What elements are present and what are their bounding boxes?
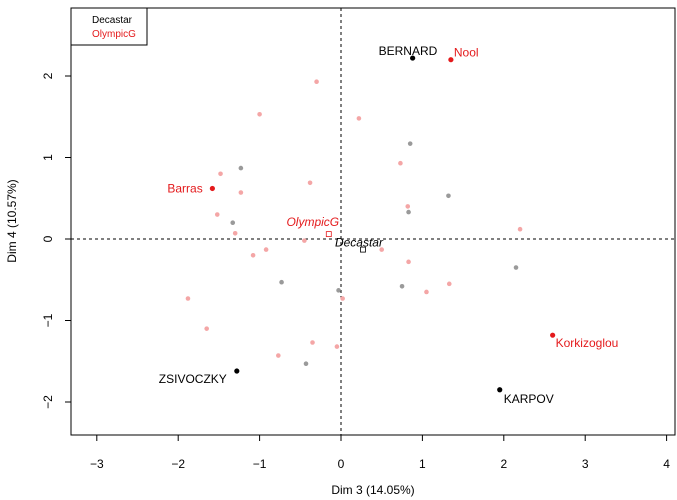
olympicg-supplementary-point — [340, 296, 345, 301]
olympicg-supplementary-point — [276, 353, 281, 358]
points-layer — [185, 55, 556, 393]
olympicg-supplementary-point — [424, 289, 429, 295]
olympicg-supplementary-point — [185, 296, 191, 301]
y-tick-label: −2 — [41, 395, 55, 409]
decastar-supplementary-point — [279, 279, 284, 285]
legend-entry-decastar: Decastar — [92, 15, 133, 26]
group-center-label: OlympicG — [286, 215, 339, 229]
point-label: KARPOV — [504, 392, 554, 406]
y-tick-label: 2 — [41, 72, 55, 79]
olympicg-supplementary-point — [446, 281, 452, 287]
decastar-supplementary-point — [406, 209, 411, 215]
olympicg-supplementary-point — [356, 116, 362, 121]
point-label: Korkizoglou — [556, 336, 619, 350]
point-label: BERNARD — [379, 44, 438, 58]
decastar-individual-point — [234, 368, 240, 374]
olympicg-supplementary-point — [204, 326, 209, 331]
olympicg-supplementary-point — [405, 204, 411, 209]
x-axis-title: Dim 3 (14.05%) — [331, 483, 414, 497]
y-axis: −2 −1 0 1 2 — [41, 72, 72, 409]
decastar-supplementary-point — [230, 220, 236, 225]
group-center-marker — [360, 246, 366, 253]
legend-box — [70, 7, 148, 46]
point-label: Barras — [167, 181, 202, 195]
olympicg-supplementary-point — [218, 171, 223, 177]
olympicg-supplementary-point — [314, 79, 319, 85]
decastar-individual-point — [410, 55, 416, 61]
decastar-supplementary-point — [303, 361, 309, 366]
decastar-individual-point — [497, 387, 503, 393]
plot-frame — [70, 7, 676, 436]
olympicg-supplementary-point — [307, 180, 313, 186]
olympicg-supplementary-point — [517, 226, 523, 232]
group-center-label: Decastar — [335, 236, 384, 250]
point-labels-layer: BERNARD ZSIVOCZKY KARPOV Nool Barras Korkizog… — [159, 44, 619, 406]
x-tick-label: 3 — [582, 457, 589, 471]
x-tick-label: −2 — [171, 457, 185, 471]
x-axis: −3 −2 −1 0 1 2 3 4 — [90, 434, 670, 471]
y-tick-label: −1 — [41, 313, 55, 327]
olympicg-individual-point — [550, 332, 556, 338]
x-tick-label: −1 — [253, 457, 267, 471]
x-tick-label: 1 — [419, 457, 426, 471]
decastar-supplementary-point — [446, 193, 451, 199]
x-tick-label: −3 — [90, 457, 104, 471]
olympicg-individual-point — [448, 57, 454, 63]
decastar-supplementary-point — [399, 283, 405, 289]
olympicg-supplementary-point — [310, 340, 315, 345]
olympicg-supplementary-point — [406, 259, 411, 265]
y-axis-title: Dim 4 (10.57%) — [5, 179, 19, 262]
x-tick-label: 2 — [500, 457, 507, 471]
olympicg-supplementary-point — [334, 344, 340, 349]
decastar-supplementary-point — [407, 141, 413, 146]
decastar-supplementary-point — [513, 265, 519, 270]
olympicg-supplementary-point — [398, 160, 403, 166]
legend: Decastar OlympicG — [70, 7, 148, 46]
olympicg-supplementary-point — [257, 112, 262, 117]
olympicg-supplementary-point — [302, 238, 307, 243]
y-tick-label: 0 — [41, 235, 55, 242]
point-label: Nool — [454, 46, 479, 60]
y-tick-label: 1 — [41, 154, 55, 161]
olympicg-supplementary-point — [379, 247, 385, 252]
olympicg-supplementary-point — [232, 230, 238, 236]
decastar-supplementary-point — [238, 165, 244, 171]
olympicg-supplementary-point — [250, 253, 256, 258]
legend-entry-olympicg: OlympicG — [92, 29, 136, 40]
decastar-supplementary-point — [336, 288, 341, 293]
olympicg-supplementary-point — [263, 247, 269, 252]
reference-lines — [71, 8, 675, 435]
olympicg-individual-point — [209, 185, 215, 192]
point-label: ZSIVOCZKY — [159, 372, 227, 386]
olympicg-supplementary-point — [238, 190, 244, 195]
x-tick-label: 4 — [663, 457, 670, 471]
x-tick-label: 0 — [338, 457, 345, 471]
olympicg-supplementary-point — [214, 212, 220, 217]
group-center-marker — [325, 231, 332, 238]
